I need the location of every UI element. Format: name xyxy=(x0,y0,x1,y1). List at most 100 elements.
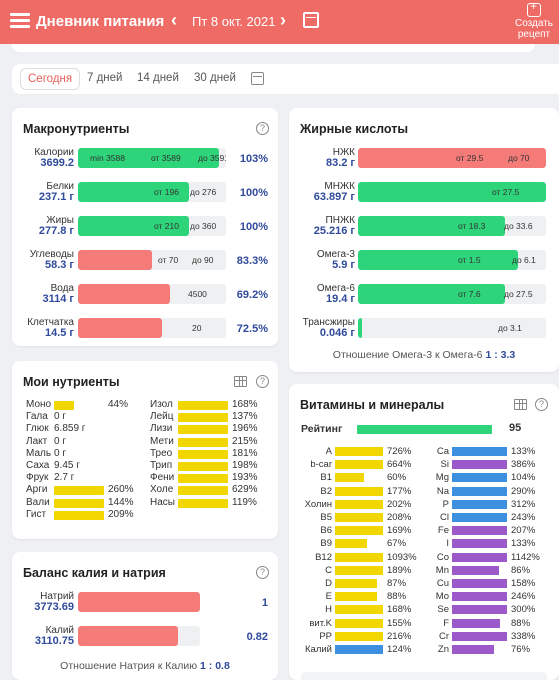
vitamin-name: Mn xyxy=(435,564,449,576)
vitamin-bar xyxy=(452,631,507,641)
vitamin-row: E 88% xyxy=(297,591,422,602)
help-icon[interactable]: ? xyxy=(256,566,269,579)
help-icon[interactable]: ? xyxy=(256,122,269,135)
vitamin-row: B5 208% xyxy=(297,512,422,523)
nutrient-bar xyxy=(178,413,228,423)
top-card-edge xyxy=(12,44,535,52)
nutrient-bar xyxy=(178,425,228,435)
nutrient-name: Лакт xyxy=(26,435,48,447)
nutrient-label: Клетчатка 14.5 г xyxy=(16,317,74,339)
range-mark: от 29.5 xyxy=(456,153,484,163)
vitamin-row: D 87% xyxy=(297,578,422,589)
nutrient-label: Вода 3114 г xyxy=(16,283,74,305)
vitamin-row: Ca 133% xyxy=(425,446,550,457)
nutrient-value: 14.5 г xyxy=(44,327,74,339)
table-view-icon[interactable] xyxy=(234,376,247,387)
progress-fill xyxy=(358,250,518,270)
help-icon[interactable]: ? xyxy=(535,398,548,411)
vitamin-bar xyxy=(335,592,378,602)
nutrient-value: 0 г xyxy=(54,435,66,447)
nutrient-row: Вали 144% xyxy=(26,497,141,509)
menu-icon[interactable] xyxy=(10,13,30,29)
period-14-days[interactable]: 14 дней xyxy=(137,72,179,84)
acid-label: НЖК 83.2 г xyxy=(291,147,355,169)
sodium-potassium-ratio: Отношение Натрия к Калию 1 : 0.8 xyxy=(60,660,230,672)
period-30-days[interactable]: 30 дней xyxy=(194,72,236,84)
nutrient-value: 237.1 г xyxy=(38,191,74,203)
period-today[interactable]: Сегодня xyxy=(20,68,81,90)
vitamin-row: P 312% xyxy=(425,499,550,510)
period-7-days[interactable]: 7 дней xyxy=(87,72,123,84)
range-mark: до 6.1 xyxy=(512,255,536,265)
nutrient-percent: 119% xyxy=(232,496,257,508)
vitamin-name: b-car xyxy=(310,459,332,471)
vitamin-name: Холин xyxy=(304,498,332,510)
range-mark: 4500 xyxy=(188,289,207,299)
vitamin-bar xyxy=(452,539,507,549)
progress-fill xyxy=(78,592,200,612)
table-view-icon[interactable] xyxy=(514,399,527,410)
vitamin-name: Fe xyxy=(437,525,449,537)
progress-fill xyxy=(78,284,170,304)
vitamin-name: B1 xyxy=(320,472,332,484)
nutrient-row: Моно 44% xyxy=(26,399,141,411)
vitamin-name: P xyxy=(442,498,449,510)
acid-label: ПНЖК 25.216 г xyxy=(291,215,355,237)
vitamin-name: Si xyxy=(440,459,449,471)
nutrient-bar xyxy=(54,401,74,410)
acid-name: ПНЖК xyxy=(325,215,355,226)
acid-name: МНЖК xyxy=(324,181,355,192)
range-mark: до 27.5 xyxy=(504,289,533,299)
rating-label: Рейтинг xyxy=(301,423,343,435)
progress-fill xyxy=(78,318,163,338)
nutrient-label: Жиры 277.8 г xyxy=(16,215,74,237)
percent-value: 100% xyxy=(239,187,268,199)
progress-track xyxy=(78,626,200,646)
range-mark: до 276 xyxy=(190,187,217,197)
prev-day-button[interactable]: ‹ xyxy=(171,10,177,30)
progress-track: min 3588 от 3589 до 3591 xyxy=(78,148,226,168)
vitamin-percent: 726% xyxy=(387,446,412,457)
create-recipe-button[interactable]: Создать рецепт xyxy=(512,1,556,40)
next-day-button[interactable]: › xyxy=(280,10,286,30)
card-title: Макронутриенты xyxy=(23,122,130,136)
nutrient-name: Саха xyxy=(26,460,50,471)
nutrient-name: Гист xyxy=(26,508,47,520)
acid-name: Омега-3 xyxy=(316,249,355,260)
calendar-icon[interactable] xyxy=(251,72,264,85)
nutrient-row: Фени 193% xyxy=(150,472,270,484)
nutrient-percent: 215% xyxy=(232,435,258,447)
nutrient-percent: 44% xyxy=(108,399,129,410)
calendar-icon[interactable] xyxy=(303,12,319,28)
nutrient-name: Холе xyxy=(150,484,174,496)
vitamin-percent: 208% xyxy=(387,512,412,523)
vitamin-name: вит.K xyxy=(309,617,332,629)
nutrient-name: Белки xyxy=(46,181,74,192)
vitamin-name: Co xyxy=(436,551,449,563)
nutrient-row: Изол 168% xyxy=(150,399,270,411)
vitamin-bar xyxy=(335,473,364,483)
vitamin-name: PP xyxy=(319,630,332,642)
vitamin-row: PP 216% xyxy=(297,631,422,642)
nutrient-label: Углеводы 58.3 г xyxy=(16,249,74,271)
vitamin-row: b-car 664% xyxy=(297,459,422,470)
current-date[interactable]: Пт 8 окт. 2021 xyxy=(192,14,276,29)
vitamin-percent: 67% xyxy=(387,538,407,550)
nutrient-bar xyxy=(54,498,104,508)
vitamin-bar xyxy=(452,513,507,522)
vitamin-row: Холин 202% xyxy=(297,499,422,510)
nutrient-value: 3114 г xyxy=(42,293,74,305)
nutrient-percent: 168% xyxy=(232,399,258,410)
period-selector: Сегодня 7 дней 14 дней 30 дней xyxy=(12,64,559,94)
help-icon[interactable]: ? xyxy=(256,375,269,388)
vitamin-bar xyxy=(452,460,507,470)
nutrient-bar xyxy=(178,437,228,447)
progress-fill xyxy=(358,148,546,168)
vitamin-percent: 216% xyxy=(387,630,412,642)
range-mark: от 1.5 xyxy=(458,255,481,265)
nutrient-row: Гист 209% xyxy=(26,509,141,521)
vitamin-bar xyxy=(452,645,494,654)
vitamin-percent: 1093% xyxy=(387,551,417,563)
range-mark: от 3589 xyxy=(151,153,181,163)
progress-track: от 18.3 до 33.6 xyxy=(358,216,546,236)
